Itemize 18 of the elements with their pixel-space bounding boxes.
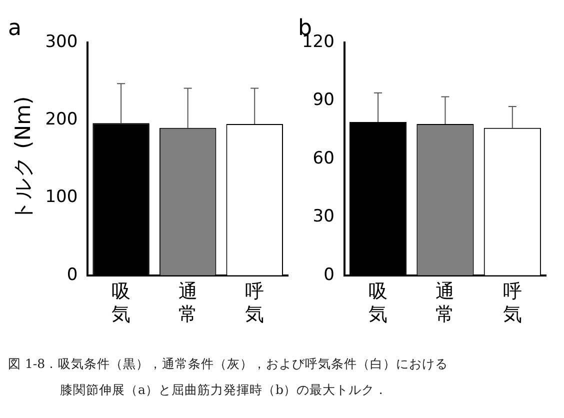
y-tick-label: 100 — [45, 187, 78, 208]
text: 膝関節伸展（a）と屈曲筋力発揮時（b）の最大トルク． — [59, 381, 388, 399]
y-tick-label: 60 — [312, 148, 334, 168]
y-tick-label: 300 — [45, 32, 78, 52]
x-tick-label: 呼気 — [245, 280, 264, 326]
x-tick-label: 通常 — [178, 280, 198, 326]
x-tick-label: 吸気 — [112, 280, 131, 326]
y-tick-label: 200 — [45, 109, 78, 130]
y-tick-label: 90 — [312, 90, 334, 110]
x-tick-label: 通常 — [436, 280, 455, 326]
x-tick-label: 吸気 — [368, 280, 388, 326]
y-tick-label: 0 — [324, 264, 334, 285]
y-axis-title: トルク (Nm) — [11, 96, 36, 222]
caption: 図 1-8．吸気条件（黒），通常条件（灰），および呼気条件（白）における — [8, 355, 450, 373]
y-tick-label: 0 — [66, 264, 78, 285]
x-tick-label: 呼気 — [502, 280, 522, 326]
y-tick-label: 30 — [312, 206, 334, 227]
chart-title: a — [8, 16, 22, 41]
